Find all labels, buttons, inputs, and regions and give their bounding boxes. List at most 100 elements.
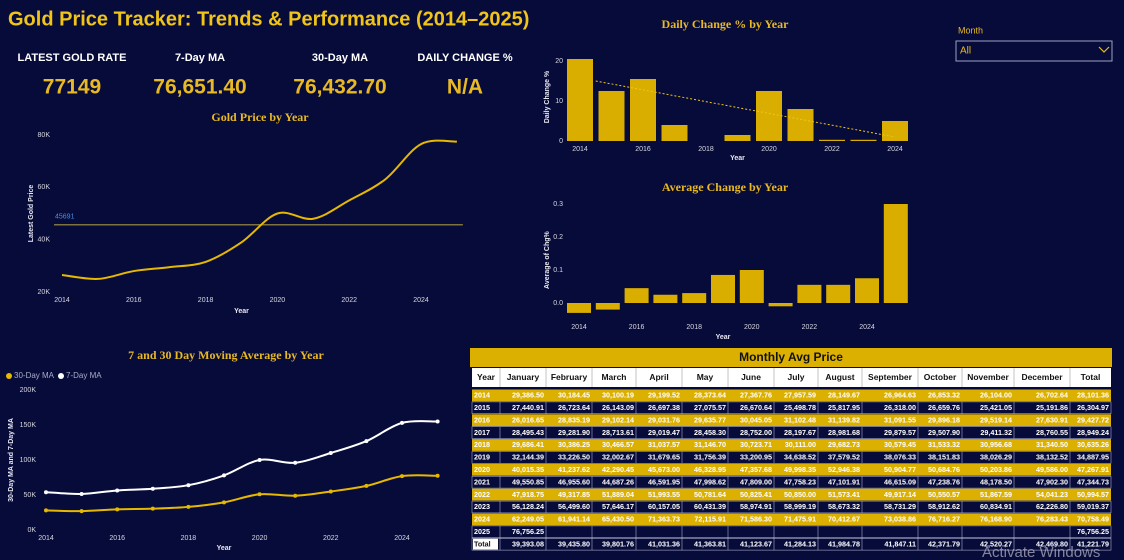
kpi-value: 76,432.70: [293, 76, 386, 99]
table-cell: 56,499.60: [558, 502, 590, 511]
y-tick-label: 50K: [24, 492, 37, 499]
trend-line: [595, 80, 896, 138]
table-cell: 45,673.00: [648, 465, 680, 474]
y-tick-label: 0.1: [553, 267, 563, 274]
table-cell: 51,993.55: [648, 490, 680, 499]
bar: [711, 274, 735, 303]
data-point: [79, 509, 84, 514]
table-cell: 42,290.45: [602, 465, 634, 474]
table-cell: 34,638.52: [784, 453, 816, 462]
column-header: October: [924, 372, 957, 382]
kpi-label: LATEST GOLD RATE: [18, 52, 127, 64]
x-tick-label: 2016: [126, 297, 142, 304]
table-cell: 44,687.26: [602, 477, 634, 486]
table-cell: 60,157.05: [648, 502, 680, 511]
table-cell: 39,393.08: [512, 539, 544, 548]
y-tick-label: 0.0: [553, 300, 563, 307]
table-cell: 41,284.13: [784, 539, 816, 548]
table-cell: 50,203.86: [980, 465, 1012, 474]
slicer-value[interactable]: All: [960, 46, 971, 57]
x-axis-label: Year: [730, 155, 745, 162]
table-cell: 38,026.29: [980, 453, 1012, 462]
table-cell: 47,238.76: [928, 477, 960, 486]
table-cell: 30,045.05: [740, 415, 772, 424]
table-cell: 29,879.57: [884, 428, 916, 437]
table-cell: 50,904.77: [884, 465, 916, 474]
table-cell: 60,431.39: [694, 502, 726, 511]
y-tick-label: 40K: [38, 237, 51, 244]
bar: [768, 303, 793, 307]
table-cell: 76,756.25: [512, 527, 544, 536]
table-cell: 2015: [474, 403, 490, 412]
table-cell: 59,019.37: [1077, 502, 1109, 511]
table-cell: 42,371.79: [928, 539, 960, 548]
table-cell: 51,889.04: [602, 490, 634, 499]
table-cell: 29,682.73: [828, 440, 860, 449]
table-cell: 26,659.76: [928, 403, 960, 412]
table-cell: 65,430.50: [602, 515, 634, 524]
y-axis-label: Latest Gold Price: [28, 185, 35, 243]
table-cell: Total: [474, 539, 491, 548]
y-tick-label: 150K: [20, 422, 37, 429]
data-line: [61, 139, 457, 280]
bar: [882, 121, 908, 141]
y-axis-label: Daily Change %: [544, 70, 551, 123]
table-cell: 50,781.64: [694, 490, 726, 499]
table-cell: 47,101.91: [828, 477, 860, 486]
x-tick-label: 2024: [394, 535, 410, 542]
table-cell: 26,143.09: [602, 403, 634, 412]
table-cell: 49,550.85: [512, 477, 544, 486]
x-tick-label: 2016: [109, 535, 125, 542]
table-cell: 50,825.41: [740, 490, 772, 499]
data-point: [44, 508, 48, 513]
table-cell: 50,850.00: [784, 490, 816, 499]
y-tick-label: 20: [555, 58, 563, 65]
watermark: Activate Windows: [982, 544, 1100, 560]
table-cell: 49,586.00: [1036, 465, 1068, 474]
table-cell: 42,469.80: [1036, 539, 1068, 548]
data-point: [328, 489, 333, 494]
row-bg: [472, 513, 1111, 526]
slicer-chevron[interactable]: [1098, 46, 1110, 53]
bar: [756, 91, 782, 141]
table-cell: 28,981.68: [828, 428, 860, 437]
legend-label: 30-Day MA: [14, 371, 55, 380]
table-cell: 29,386.50: [512, 391, 544, 400]
table-cell: 46,615.09: [884, 477, 916, 486]
x-tick-label: 2024: [413, 297, 429, 304]
table-cell: 40,015.35: [512, 465, 544, 474]
table-cell: 51,867.59: [980, 490, 1012, 499]
x-tick-label: 2020: [744, 324, 760, 331]
data-point: [186, 483, 191, 488]
y-tick-label: 10: [555, 98, 563, 105]
table-cell: 30,111.00: [785, 440, 816, 449]
table-cell: 30,466.57: [602, 440, 634, 449]
table-cell: 28,458.30: [694, 428, 726, 437]
bar: [855, 278, 879, 303]
table-cell: 31,146.70: [694, 440, 726, 449]
column-header: August: [825, 372, 854, 382]
table-cell: 27,440.91: [512, 403, 544, 412]
kpi-label: 7-Day MA: [175, 52, 225, 64]
slicer-box[interactable]: [955, 40, 1113, 62]
table-cell: 50,994.57: [1077, 490, 1109, 499]
table-cell: 31,533.32: [928, 440, 960, 449]
table-cell: 37,579.52: [828, 453, 860, 462]
table-cell: 41,363.81: [694, 539, 726, 548]
table-cell: 28,835.19: [558, 415, 590, 424]
table-cell: 31,102.48: [784, 415, 816, 424]
table-cell: 26,853.32: [928, 391, 960, 400]
table-cell: 28,949.24: [1077, 428, 1109, 437]
table-cell: 27,957.59: [784, 391, 816, 400]
table-cell: 47,998.62: [694, 477, 726, 486]
table-cell: 30,635.26: [1077, 440, 1109, 449]
table-header-bg: [472, 368, 1111, 387]
table-cell: 61,941.14: [558, 515, 590, 524]
data-point: [150, 486, 155, 491]
x-axis-label: Year: [716, 334, 731, 341]
bar: [567, 303, 591, 313]
table-cell: 30,956.68: [980, 440, 1012, 449]
kpi-value: N/A: [447, 76, 483, 99]
table-cell: 28,197.67: [784, 428, 816, 437]
table-cell: 2019: [474, 453, 490, 462]
